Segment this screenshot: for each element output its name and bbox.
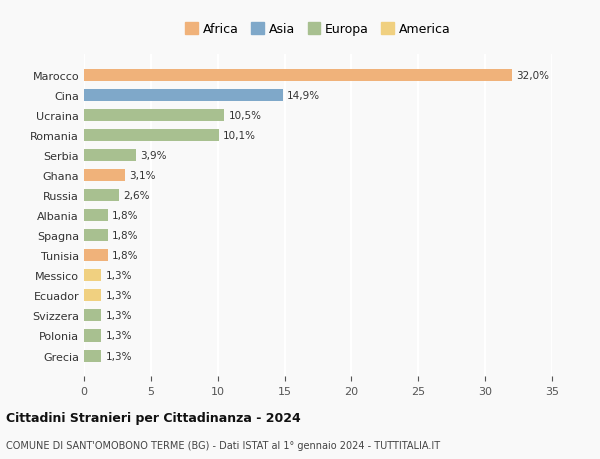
Bar — [84, 290, 101, 302]
Text: 1,8%: 1,8% — [112, 231, 139, 241]
Text: 1,3%: 1,3% — [106, 331, 132, 341]
Bar — [84, 90, 283, 102]
Text: 10,5%: 10,5% — [229, 111, 262, 121]
Text: 3,9%: 3,9% — [140, 151, 167, 161]
Text: Cittadini Stranieri per Cittadinanza - 2024: Cittadini Stranieri per Cittadinanza - 2… — [6, 412, 301, 425]
Legend: Africa, Asia, Europa, America: Africa, Asia, Europa, America — [182, 20, 454, 40]
Bar — [84, 70, 512, 82]
Text: 1,3%: 1,3% — [106, 291, 132, 301]
Bar — [84, 150, 136, 162]
Text: 1,8%: 1,8% — [112, 211, 139, 221]
Text: 32,0%: 32,0% — [516, 71, 549, 81]
Bar — [84, 250, 108, 262]
Bar — [84, 130, 219, 142]
Bar — [84, 190, 119, 202]
Bar — [84, 310, 101, 322]
Text: 2,6%: 2,6% — [123, 191, 149, 201]
Bar — [84, 330, 101, 342]
Text: 3,1%: 3,1% — [130, 171, 156, 181]
Bar — [84, 210, 108, 222]
Bar — [84, 170, 125, 182]
Bar — [84, 230, 108, 242]
Text: 10,1%: 10,1% — [223, 131, 256, 141]
Text: 1,3%: 1,3% — [106, 271, 132, 281]
Bar — [84, 270, 101, 282]
Bar — [84, 110, 224, 122]
Bar — [84, 350, 101, 362]
Text: 1,8%: 1,8% — [112, 251, 139, 261]
Text: 1,3%: 1,3% — [106, 351, 132, 361]
Text: 14,9%: 14,9% — [287, 91, 320, 101]
Text: COMUNE DI SANT'OMOBONO TERME (BG) - Dati ISTAT al 1° gennaio 2024 - TUTTITALIA.I: COMUNE DI SANT'OMOBONO TERME (BG) - Dati… — [6, 440, 440, 450]
Text: 1,3%: 1,3% — [106, 311, 132, 321]
